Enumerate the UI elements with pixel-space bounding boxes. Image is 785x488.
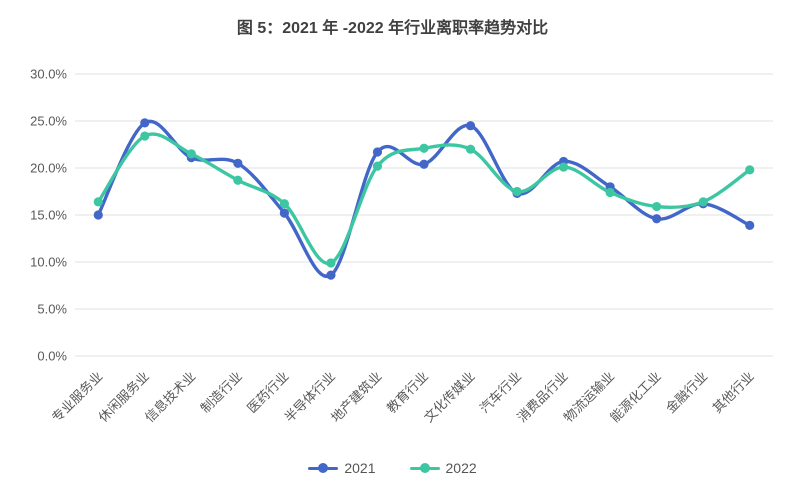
- data-point-2022-专业服务业[interactable]: [93, 197, 103, 207]
- y-tick-label: 20.0%: [30, 161, 67, 176]
- data-point-2021-医药行业[interactable]: [279, 208, 289, 218]
- data-point-2022-汽车行业[interactable]: [512, 186, 522, 197]
- data-point-2022-能源化工业[interactable]: [652, 201, 662, 212]
- data-point-2022-物流运输业[interactable]: [605, 187, 615, 198]
- data-point-2022-文化传媒业[interactable]: [465, 144, 476, 154]
- x-category-label: 其他行业: [709, 369, 756, 416]
- series-2022: [93, 131, 755, 268]
- chart-legend: 2021 2022: [0, 460, 785, 476]
- data-point-2022-医药行业[interactable]: [279, 199, 289, 209]
- data-point-2021-教育行业[interactable]: [419, 159, 429, 169]
- series-2021: [93, 118, 755, 280]
- data-point-2021-能源化工业[interactable]: [652, 214, 662, 224]
- chart-title: 图 5：2021 年 -2022 年行业离职率趋势对比: [236, 20, 549, 37]
- series-line-2022: [96, 132, 752, 265]
- data-point-2022-半导体行业[interactable]: [326, 258, 336, 268]
- y-tick-label: 5.0%: [37, 302, 67, 317]
- data-point-2021-地产建筑业[interactable]: [372, 147, 383, 157]
- grid-lines: [75, 73, 773, 357]
- x-category-label: 地产建筑业: [328, 369, 385, 426]
- x-category-label: 能源化工业: [607, 369, 664, 426]
- y-tick-label: 10.0%: [30, 255, 67, 270]
- data-point-2022-休闲服务业[interactable]: [140, 131, 150, 141]
- data-point-2022-制造行业[interactable]: [233, 175, 243, 185]
- data-point-2022-信息技术业[interactable]: [186, 149, 196, 159]
- x-category-label: 金融行业: [663, 369, 710, 416]
- data-point-2021-制造行业[interactable]: [233, 158, 243, 168]
- legend-label-2021: 2021: [344, 460, 376, 476]
- y-tick-label: 15.0%: [30, 208, 67, 223]
- y-axis-tick-labels: 30.0% 25.0% 20.0% 15.0% 10.0% 5.0% 0.0%: [30, 67, 67, 364]
- x-category-label: 制造行业: [198, 369, 245, 416]
- x-category-label: 汽车行业: [477, 369, 524, 416]
- x-category-label: 文化传媒业: [421, 369, 478, 426]
- data-point-2021-半导体行业[interactable]: [326, 270, 336, 280]
- data-point-2021-文化传媒业[interactable]: [465, 121, 476, 131]
- data-point-2021-专业服务业[interactable]: [93, 210, 103, 220]
- legend-line-dot-icon: [308, 463, 339, 474]
- y-tick-label: 25.0%: [30, 114, 67, 129]
- data-point-2022-教育行业[interactable]: [419, 143, 429, 153]
- data-point-2021-休闲服务业[interactable]: [140, 118, 150, 128]
- data-point-2022-消费品行业[interactable]: [559, 162, 569, 172]
- data-point-2022-金融行业[interactable]: [698, 197, 708, 207]
- x-category-label: 信息技术业: [142, 369, 199, 426]
- legend-item-2021[interactable]: 2021: [308, 460, 376, 476]
- legend-line-dot-icon: [409, 463, 440, 474]
- legend-label-2022: 2022: [445, 460, 477, 476]
- data-point-2021-其他行业[interactable]: [745, 220, 755, 230]
- x-category-label: 教育行业: [384, 369, 431, 416]
- x-category-label: 医药行业: [244, 369, 291, 416]
- legend-item-2022[interactable]: 2022: [409, 460, 477, 476]
- y-tick-label: 0.0%: [37, 349, 67, 364]
- data-point-2022-其他行业[interactable]: [745, 165, 755, 175]
- y-tick-label: 30.0%: [30, 67, 67, 82]
- data-point-2022-地产建筑业[interactable]: [372, 161, 383, 171]
